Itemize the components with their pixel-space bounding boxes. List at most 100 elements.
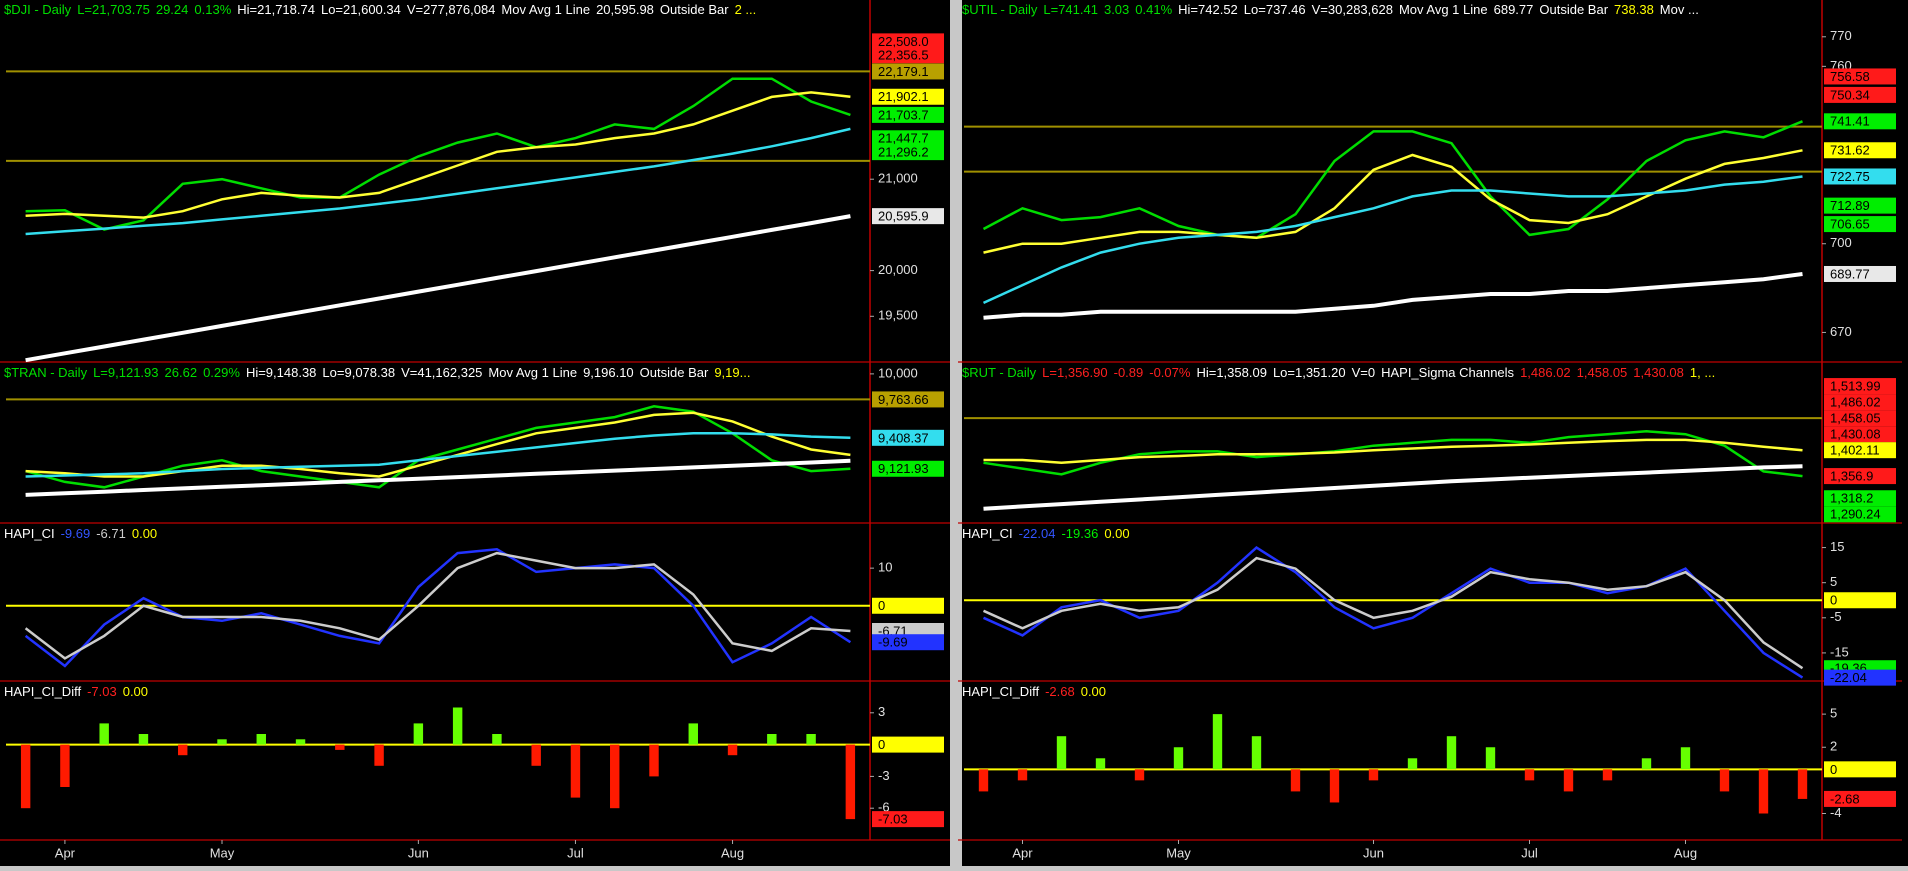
header-part: $DJI - Daily bbox=[4, 2, 72, 17]
price-flag bbox=[872, 597, 944, 614]
price-flag-label: 0 bbox=[1830, 762, 1837, 777]
price-flag-label: 741.41 bbox=[1830, 114, 1870, 129]
price-flag-label: 1,458.05 bbox=[1830, 411, 1881, 426]
y-tick-label: 10 bbox=[878, 560, 892, 575]
header-part: 0.00 bbox=[1081, 684, 1106, 699]
bar bbox=[767, 734, 777, 745]
price-flag-label: -22.04 bbox=[1830, 670, 1867, 685]
right-panel bbox=[962, 0, 1908, 866]
series-line bbox=[25, 432, 851, 478]
header-part: Mov Avg 1 Line bbox=[1399, 2, 1488, 17]
chart-header: HAPI_CI_Diff -7.03 0.00 bbox=[4, 684, 148, 699]
header-part: 29.24 bbox=[156, 2, 189, 17]
x-tick-label: Jul bbox=[567, 845, 584, 860]
header-part: $TRAN - Daily bbox=[4, 365, 88, 380]
price-flag bbox=[872, 144, 944, 161]
header-part: -19.36 bbox=[1061, 526, 1098, 541]
header-part: 2 ... bbox=[735, 2, 757, 17]
bar bbox=[60, 744, 70, 787]
header-part: $RUT - Daily bbox=[962, 365, 1037, 380]
bar bbox=[1095, 758, 1106, 770]
header-part: -6.71 bbox=[96, 526, 126, 541]
price-flag bbox=[1824, 490, 1896, 507]
price-flag-label: 21,296.2 bbox=[878, 145, 929, 160]
price-flag bbox=[1824, 592, 1896, 609]
price-flag bbox=[1824, 197, 1896, 214]
header-part: -22.04 bbox=[1019, 526, 1056, 541]
price-flag bbox=[1824, 669, 1896, 686]
header-part: Lo=1,351.20 bbox=[1273, 365, 1346, 380]
price-flag-label: 750.34 bbox=[1830, 87, 1870, 102]
price-flag-label: 712.89 bbox=[1830, 198, 1870, 213]
bar bbox=[1446, 736, 1457, 770]
price-flag-label: -9.69 bbox=[878, 635, 908, 650]
y-tick-label: 3 bbox=[878, 704, 885, 719]
price-flag-label: 731.62 bbox=[1830, 143, 1870, 158]
bar bbox=[1173, 747, 1184, 770]
bar bbox=[1797, 769, 1808, 799]
bar bbox=[649, 744, 659, 777]
bar bbox=[295, 739, 306, 745]
bar bbox=[374, 744, 384, 766]
header-part: Hi=21,718.74 bbox=[237, 2, 315, 17]
y-tick-label: 5 bbox=[1830, 574, 1837, 589]
price-flag-label: 21,902.1 bbox=[878, 89, 929, 104]
y-tick-label: -3 bbox=[878, 768, 890, 783]
bar bbox=[178, 744, 188, 756]
x-tick-label: Apr bbox=[1012, 845, 1033, 860]
header-part: Hi=1,358.09 bbox=[1196, 365, 1266, 380]
bar bbox=[1290, 769, 1301, 792]
header-part: 1,458.05 bbox=[1577, 365, 1628, 380]
price-flag-label: 0 bbox=[1830, 593, 1837, 608]
series-line bbox=[982, 546, 1804, 679]
chart-header: $TRAN - Daily L=9,121.93 26.62 0.29% Hi=9,14… bbox=[4, 365, 750, 380]
bar bbox=[1485, 747, 1496, 770]
bar bbox=[335, 744, 345, 750]
bar bbox=[217, 739, 227, 745]
header-part: Mov Avg 1 Line bbox=[501, 2, 590, 17]
bar bbox=[1329, 769, 1340, 803]
price-flag bbox=[872, 106, 944, 123]
bar bbox=[492, 734, 502, 745]
chart-header: HAPI_CI_Diff -2.68 0.00 bbox=[962, 684, 1106, 699]
price-flag-label: 722.75 bbox=[1830, 169, 1870, 184]
x-tick-label: Apr bbox=[55, 845, 76, 860]
bar bbox=[1134, 769, 1145, 781]
chart-header: $UTIL - Daily L=741.41 3.03 0.41% Hi=742.52 L… bbox=[962, 2, 1699, 17]
bar bbox=[610, 744, 620, 809]
price-flag bbox=[872, 634, 944, 651]
bar bbox=[1758, 769, 1769, 814]
price-flag bbox=[1824, 168, 1896, 185]
header-part: 1,486.02 bbox=[1520, 365, 1571, 380]
price-flag-label: 20,595.9 bbox=[878, 209, 929, 224]
series-line bbox=[25, 77, 851, 231]
x-tick-label: Aug bbox=[721, 845, 744, 860]
bar bbox=[1719, 769, 1730, 792]
header-part: HAPI_CI bbox=[4, 526, 55, 541]
bar bbox=[978, 769, 989, 792]
header-part: 26.62 bbox=[165, 365, 198, 380]
header-part: -0.89 bbox=[1114, 365, 1144, 380]
y-tick-label: 5 bbox=[1830, 706, 1837, 721]
header-part: HAPI_Sigma Channels bbox=[1381, 365, 1514, 380]
header-part: Outside Bar bbox=[1539, 2, 1608, 17]
price-flag-label: 9,408.37 bbox=[878, 430, 929, 445]
series-line bbox=[982, 120, 1803, 240]
bar bbox=[806, 734, 816, 745]
price-flag-label: 0 bbox=[878, 598, 885, 613]
y-tick-label: -4 bbox=[1830, 805, 1842, 820]
series-line bbox=[25, 127, 851, 236]
bar bbox=[1563, 769, 1574, 792]
y-tick-label: 15 bbox=[1830, 539, 1844, 554]
bar bbox=[138, 734, 149, 745]
header-part: $UTIL - Daily bbox=[962, 2, 1038, 17]
bar bbox=[20, 744, 31, 809]
series-line bbox=[24, 551, 851, 660]
x-tick-label: May bbox=[210, 845, 235, 860]
y-tick-label: 19,500 bbox=[878, 308, 918, 323]
header-part: HAPI_CI bbox=[962, 526, 1013, 541]
price-flag bbox=[1824, 142, 1896, 159]
price-flag-label: 1,402.11 bbox=[1830, 443, 1880, 458]
price-flag-label: 22,356.5 bbox=[878, 48, 929, 63]
